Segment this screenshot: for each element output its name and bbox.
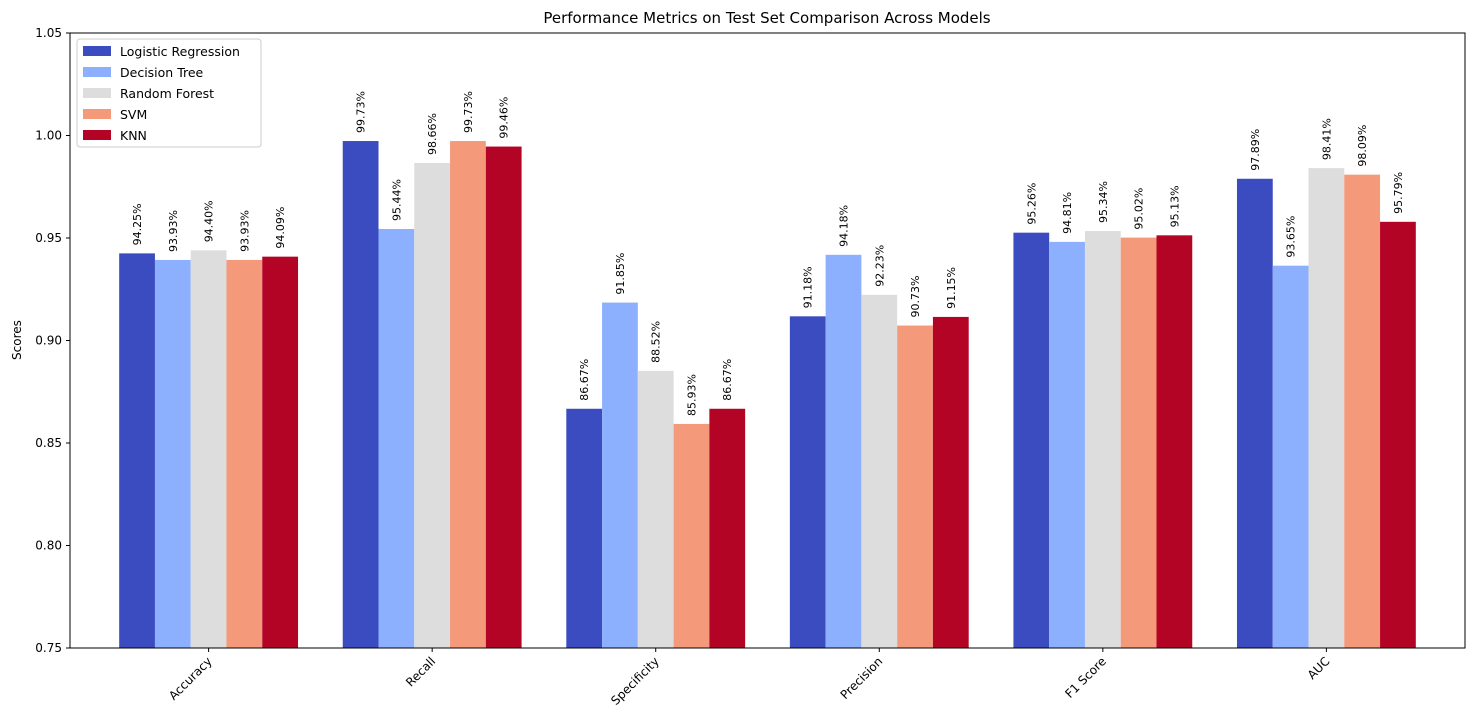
bar [861, 294, 898, 648]
legend-swatch [83, 67, 111, 77]
data-label: 93.93% [238, 210, 251, 252]
chart-title: Performance Metrics on Test Set Comparis… [543, 9, 990, 27]
y-tick-label: 0.90 [35, 334, 62, 348]
data-label: 95.79% [1392, 172, 1405, 214]
bars-group [119, 141, 1416, 649]
legend-entry: Random Forest [120, 86, 214, 101]
bar [825, 254, 862, 648]
bar [1236, 178, 1273, 648]
data-label: 95.02% [1133, 188, 1146, 230]
data-label: 97.89% [1249, 129, 1262, 171]
bar [1156, 235, 1193, 648]
legend-swatch [83, 88, 111, 98]
legend-frame [76, 38, 262, 148]
x-tick-label: Accuracy [166, 654, 215, 703]
bar [414, 162, 451, 648]
x-tick-label: Precision [838, 654, 886, 702]
data-label: 88.52% [650, 321, 663, 363]
bar [566, 408, 603, 648]
legend-entry: SVM [120, 107, 147, 122]
data-label: 95.26% [1025, 183, 1038, 225]
data-label: 94.81% [1061, 192, 1074, 234]
data-label: 91.18% [802, 266, 815, 308]
data-label: 98.66% [426, 113, 439, 155]
bar [226, 259, 263, 648]
bar [485, 146, 522, 648]
legend-swatch [83, 46, 111, 56]
x-axis-ticks: Accuracy Recall Specificity Precision F1 Sco… [166, 648, 1333, 708]
bar [1013, 232, 1050, 649]
y-tick-label: 0.80 [35, 539, 62, 553]
bar [932, 316, 969, 648]
y-tick-label: 0.75 [35, 641, 62, 655]
y-axis-label: Scores [10, 320, 24, 360]
data-label: 94.18% [838, 205, 851, 247]
data-label: 98.41% [1320, 118, 1333, 160]
bar [1084, 231, 1121, 648]
data-label: 99.46% [498, 97, 511, 139]
bar [342, 141, 379, 648]
data-label: 95.44% [390, 179, 403, 221]
legend-entry: Decision Tree [120, 65, 204, 80]
bar [1308, 168, 1345, 648]
x-tick-label: Recall [403, 654, 438, 689]
data-label: 95.13% [1168, 185, 1181, 227]
y-tick-label: 0.85 [35, 436, 62, 450]
bar [378, 228, 415, 649]
data-label: 94.25% [131, 203, 144, 245]
bar [1344, 174, 1381, 648]
bar [190, 250, 227, 649]
bar [637, 370, 674, 648]
bar [789, 316, 826, 648]
bar [1380, 221, 1416, 648]
data-label: 93.65% [1285, 216, 1298, 258]
y-tick-label: 0.95 [35, 231, 62, 245]
data-label: 86.67% [578, 359, 591, 401]
data-label: 85.93% [685, 374, 698, 416]
data-label: 99.73% [462, 91, 475, 133]
legend-entry: Logistic Regression [120, 44, 240, 59]
data-label: 99.73% [355, 91, 368, 133]
legend-swatch [83, 130, 111, 140]
data-label: 91.15% [945, 267, 958, 309]
data-label: 94.40% [203, 200, 216, 242]
y-axis-ticks: 0.75 0.80 0.85 0.90 0.95 1.00 1.05 [35, 26, 70, 655]
plot-frame [69, 32, 1466, 649]
data-label: 90.73% [909, 276, 922, 318]
bar [1272, 265, 1309, 648]
data-label: 91.85% [614, 253, 627, 295]
bar [154, 259, 191, 648]
bar [262, 256, 299, 648]
bar [119, 253, 155, 648]
data-label: 93.93% [167, 210, 180, 252]
legend-swatch [83, 109, 111, 119]
data-label: 92.23% [873, 245, 886, 287]
bar [1049, 241, 1085, 648]
x-tick-label: Specificity [608, 654, 662, 708]
data-label: 95.34% [1097, 181, 1110, 223]
data-label: 94.09% [274, 207, 287, 249]
data-labels-group: 94.25% 99.73% 86.67% 91.18% 95.26% 97.89% 93.9… [131, 91, 1405, 416]
bar [709, 408, 746, 648]
y-tick-label: 1.05 [35, 26, 62, 40]
data-label: 98.09% [1356, 125, 1369, 167]
y-tick-label: 1.00 [35, 129, 62, 143]
data-label: 86.67% [721, 359, 734, 401]
bar [1120, 237, 1157, 648]
x-tick-label: F1 Score [1062, 654, 1109, 701]
x-tick-label: AUC [1305, 654, 1333, 682]
bar [897, 325, 933, 648]
bar [673, 423, 710, 648]
legend: Logistic Regression Decision Tree Random F… [76, 38, 262, 148]
bar [602, 302, 638, 648]
bar [450, 141, 486, 648]
legend-entry: KNN [120, 128, 147, 143]
